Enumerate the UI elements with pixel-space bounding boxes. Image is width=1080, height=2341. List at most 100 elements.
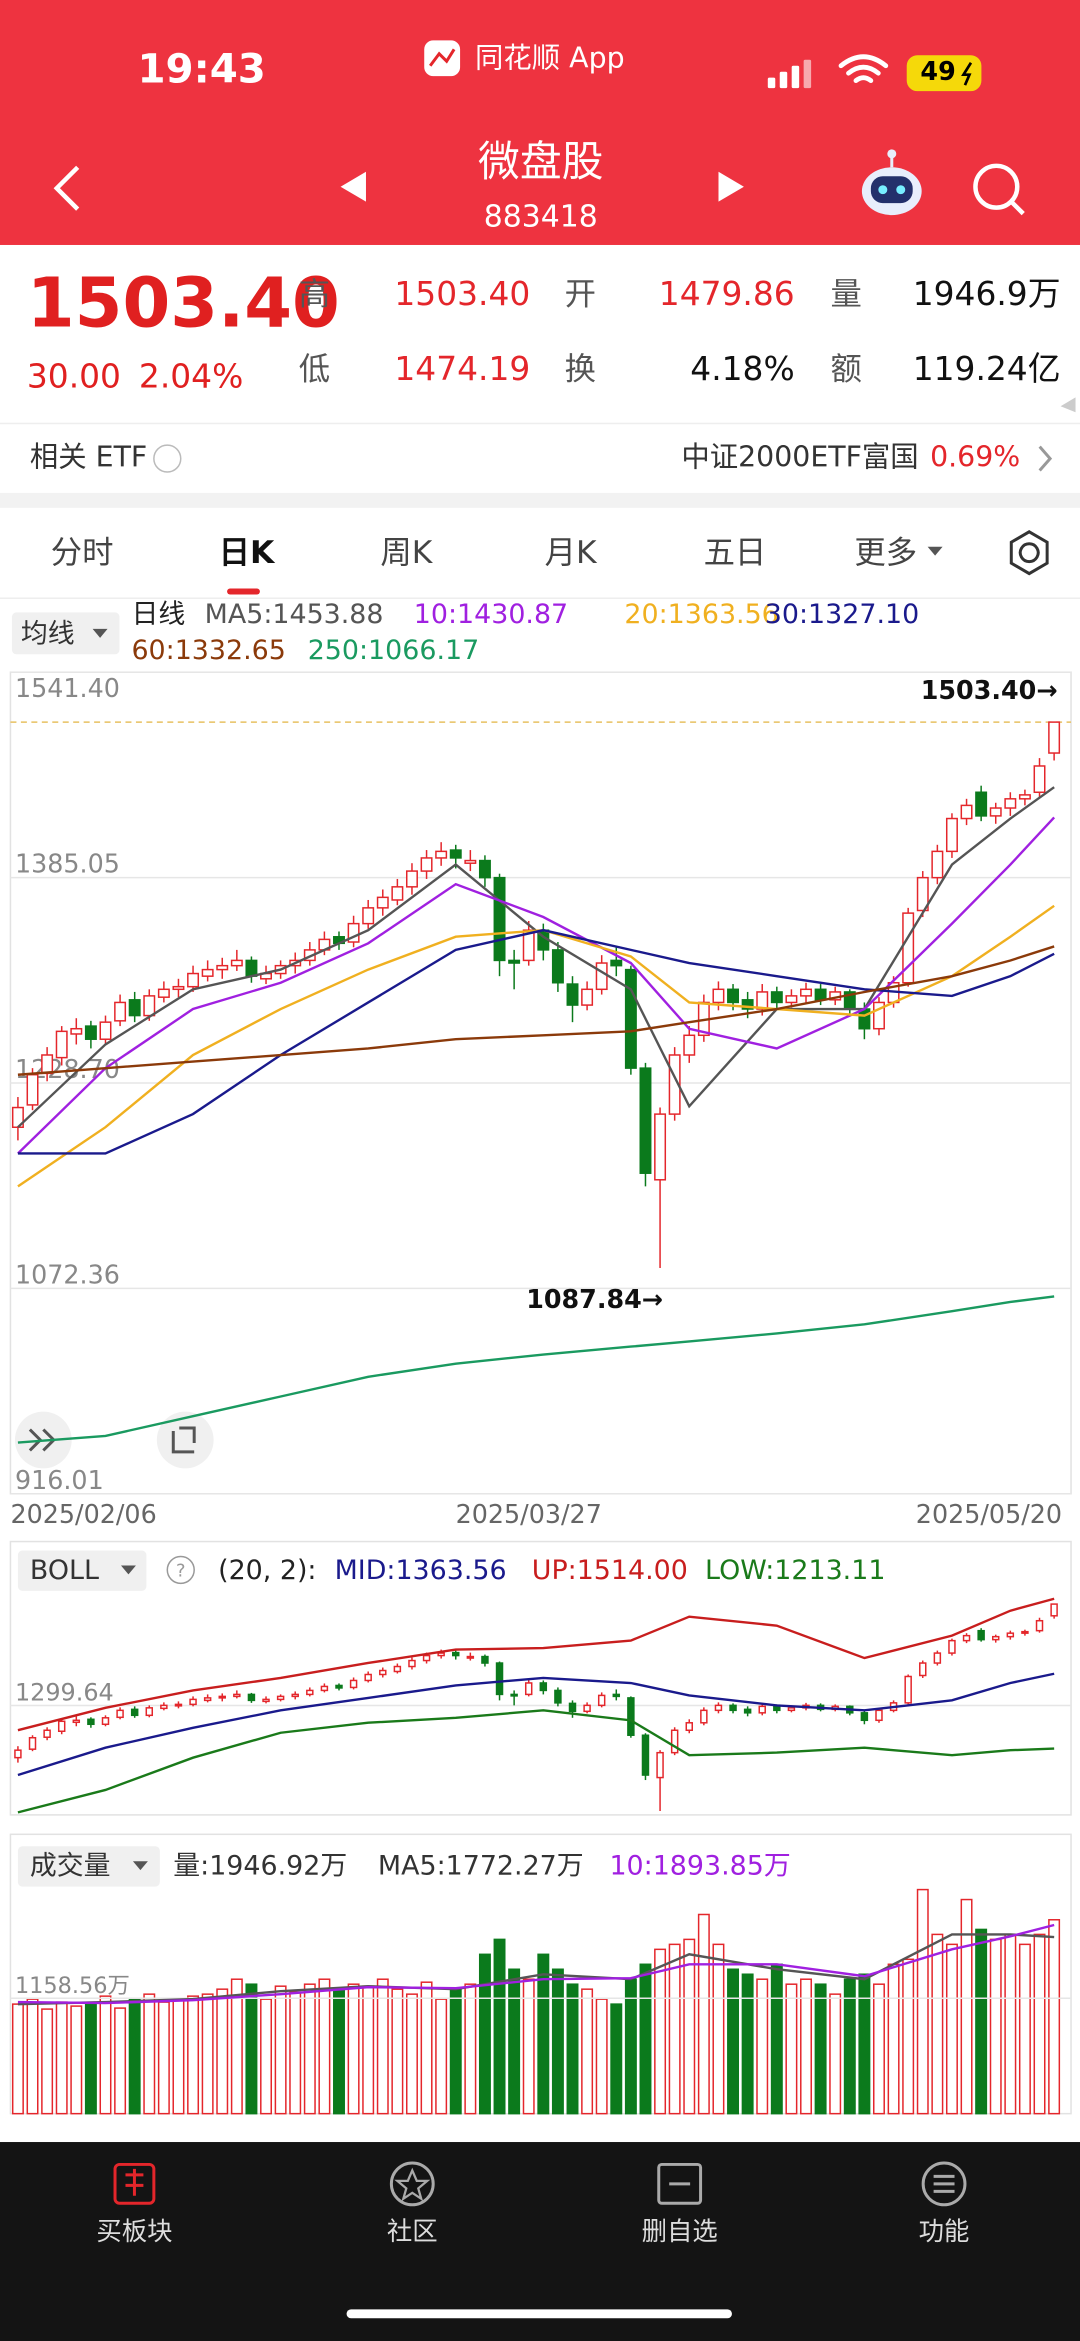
candle-body (422, 1654, 431, 1662)
assistant-icon[interactable] (861, 149, 922, 216)
prev-stock[interactable] (340, 171, 366, 202)
volume-bar (858, 1973, 871, 2115)
chart-tab[interactable]: 五日 (704, 535, 767, 571)
etf-arrow[interactable] (1038, 445, 1053, 472)
candle-body (364, 1673, 372, 1682)
candle-body (335, 1684, 343, 1689)
candle-body (962, 1634, 971, 1642)
price-change-pct: 2.04% (139, 356, 243, 395)
volume-bar (727, 1968, 740, 2115)
volume-bar (362, 1985, 375, 2115)
nav-icon-remove[interactable] (657, 2162, 703, 2205)
nav-icon-functions-mark (933, 2174, 955, 2193)
nav-label[interactable]: 买板块 (96, 2216, 172, 2246)
volume-selector-box[interactable] (17, 1846, 160, 1887)
nav-icon-community[interactable] (389, 2161, 435, 2207)
boll-chart-frame (9, 1540, 1072, 1816)
boll-help-icon[interactable] (166, 1555, 195, 1585)
candle-body (551, 949, 564, 984)
y-tick-label: 916.01 (15, 1465, 104, 1495)
candle-body (247, 1693, 256, 1702)
volume-ma-line (17, 1933, 1055, 2006)
candle-body (1050, 1603, 1058, 1617)
candle-body (495, 1662, 504, 1696)
volume-bar (1048, 1919, 1061, 2115)
volume-bar (405, 1993, 418, 2115)
candle-body (1021, 1630, 1029, 1634)
boll-selector-box[interactable] (17, 1550, 147, 1591)
candle-body (41, 1054, 54, 1075)
volume-bar (887, 1963, 900, 2115)
volume-bar (260, 1998, 273, 2115)
nav-icon-board[interactable] (113, 2162, 156, 2205)
candle-body (902, 912, 915, 984)
ma-line (17, 904, 1055, 1188)
volume-bar (128, 1998, 141, 2115)
more-arrow[interactable] (927, 546, 943, 556)
candle-body (466, 1655, 475, 1659)
candle-body (405, 870, 418, 888)
next-stock[interactable] (718, 171, 744, 202)
candle-body (933, 1652, 942, 1664)
candle-body (568, 1702, 577, 1713)
chart-tab[interactable]: 日K (219, 535, 276, 571)
volume-bar (814, 1983, 827, 2115)
candle-body (756, 991, 769, 1010)
nav-icon-functions[interactable] (921, 2161, 967, 2207)
nav-icon-board-mark (125, 2168, 144, 2196)
candle-body (347, 922, 360, 943)
nav-label[interactable]: 社区 (387, 2216, 438, 2246)
legend-entry: 60:1332.65 (131, 635, 285, 666)
nav-label[interactable]: 功能 (919, 2216, 970, 2246)
volume-bar (478, 1953, 491, 2115)
volume-bar (274, 1985, 287, 2115)
ma-selector-box[interactable] (11, 612, 120, 655)
settings-icon[interactable] (1009, 530, 1049, 576)
volume-bar (916, 1888, 929, 2115)
chart-tab[interactable]: 更多 (854, 535, 917, 571)
legend-entry: MA5:1772.27万 (378, 1851, 584, 1882)
y-tick-label: 1158.56万 (15, 1973, 130, 1999)
candle-body (729, 1704, 737, 1712)
chart-tab[interactable]: 分时 (51, 535, 114, 571)
candle-body (566, 983, 579, 1006)
volume-bar (902, 1958, 915, 2115)
volume-bar (187, 1995, 200, 2115)
volume-bar (55, 2001, 68, 2115)
candle-body (1018, 794, 1031, 800)
legend-title: 日线 (131, 599, 185, 630)
volume-bar (318, 1978, 331, 2115)
battery-level: 49 (920, 56, 955, 86)
active-tab-indicator (227, 588, 260, 595)
stock-code: 883418 (484, 200, 598, 235)
legend-entry: MA5:1453.88 (205, 599, 384, 630)
candle-body (1006, 1632, 1015, 1638)
candle-body (741, 999, 754, 1010)
nav-label[interactable]: 删自选 (642, 2216, 718, 2246)
chart-tab[interactable]: 周K (380, 535, 433, 571)
candle-body (101, 1717, 110, 1726)
candle-body (948, 1639, 956, 1654)
candle-body (873, 1001, 885, 1030)
candle-body (583, 1704, 591, 1713)
volume-bar (289, 1991, 302, 2115)
volume-bar (551, 1968, 564, 2115)
back-button[interactable] (53, 165, 80, 211)
quote-value: 1479.86 (659, 274, 795, 313)
candle-body (1004, 798, 1017, 809)
volume-ma-line (17, 1923, 1055, 2005)
home-indicator (346, 2309, 732, 2319)
candle-body (595, 962, 608, 991)
volume-selector-arrow (132, 1861, 148, 1871)
etf-info-icon[interactable] (153, 444, 182, 473)
fullscreen-button[interactable] (156, 1411, 214, 1469)
chart-tab[interactable]: 月K (545, 535, 598, 571)
candle-body (43, 1729, 51, 1738)
candle-body (524, 1682, 533, 1696)
volume-bar (683, 1938, 696, 2115)
search-button[interactable] (973, 163, 1025, 216)
y-tick-label: 1072.36 (15, 1259, 120, 1289)
candle-body (262, 1698, 270, 1703)
candle-body (128, 999, 141, 1017)
